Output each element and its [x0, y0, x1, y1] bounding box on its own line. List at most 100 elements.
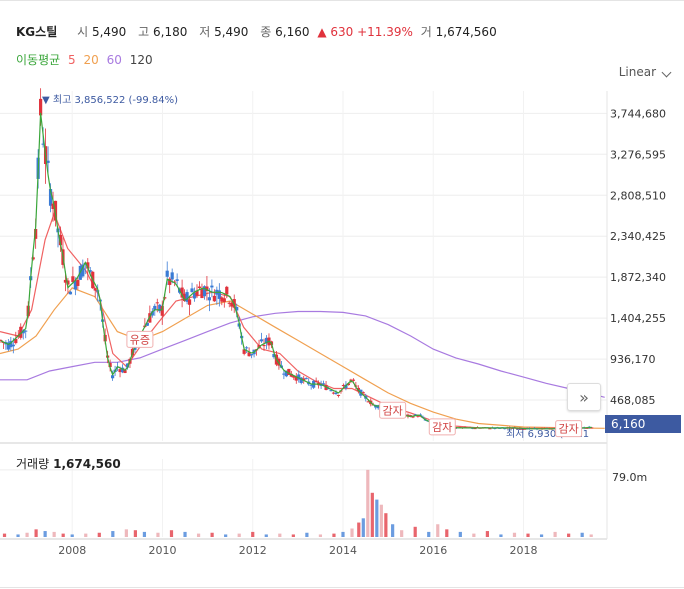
volume-bar [156, 532, 160, 537]
volume-bar [196, 533, 201, 537]
candle-body [287, 368, 291, 375]
volume-bar [580, 532, 584, 537]
volume-bar [526, 533, 530, 537]
y-tick-label: 1,872,340 [610, 271, 666, 284]
candle-body [411, 416, 415, 418]
volume-bar [436, 524, 440, 537]
volume-bar [124, 529, 128, 537]
candle-body [48, 189, 53, 206]
volume-axis-max: 79.0m [612, 471, 647, 484]
moving-average-legend[interactable]: 이동평균 5 20 60 120 [16, 51, 157, 68]
high-annotation: ▼ 최고 3,856,522 (-99.84%) [42, 94, 178, 106]
event-label: 감자 [432, 421, 452, 434]
candle-body [14, 338, 18, 344]
close-label: 종 [260, 25, 272, 39]
candle-body [210, 285, 214, 288]
candle-body [11, 344, 15, 347]
x-tick-label: 2010 [148, 544, 176, 557]
candle-body [93, 288, 97, 291]
candle-body [190, 288, 194, 293]
candle-body [68, 291, 73, 295]
volume-bar [305, 532, 309, 537]
candle-body [21, 330, 25, 334]
close-value: 6,160 [275, 25, 310, 39]
volume-bar [458, 531, 462, 537]
candle-body [488, 428, 492, 430]
ma-60[interactable]: 60 [106, 53, 122, 67]
volume-bar [237, 533, 241, 537]
candle-body [289, 373, 293, 377]
volume-bar [169, 530, 174, 537]
candle-body [120, 367, 125, 373]
candle-body [245, 347, 249, 349]
candle-body [205, 286, 209, 292]
y-tick-label: 2,340,425 [610, 230, 666, 243]
volume-bar [413, 526, 417, 537]
candle-body [220, 297, 224, 302]
volume-bar [499, 534, 503, 537]
candle-body [73, 280, 77, 290]
candle-body [264, 337, 269, 344]
candle-body [294, 376, 298, 381]
candle-body [523, 428, 527, 430]
volume-bar [567, 533, 571, 537]
ma-120[interactable]: 120 [129, 53, 153, 67]
volume-bar [278, 533, 282, 537]
candle-body [185, 292, 189, 302]
volume-bar [472, 533, 476, 537]
candle-body [408, 415, 413, 417]
scale-selector[interactable]: Linear [618, 65, 656, 79]
candle-body [309, 384, 313, 386]
volume-panel-value: 1,674,560 [53, 457, 121, 471]
candle-body [503, 428, 507, 430]
volume-value: 1,674,560 [435, 25, 497, 39]
candle-body [376, 405, 380, 409]
event-label: 감자 [559, 423, 579, 436]
candle-body [250, 354, 254, 356]
volume-label: 거 [420, 25, 432, 39]
candle-body [284, 370, 288, 377]
ma5-line [0, 112, 592, 430]
change-value: 630 [330, 25, 354, 39]
volume-bar [97, 532, 101, 537]
candle-body [302, 378, 306, 381]
double-chevron-right-icon: » [579, 387, 589, 407]
volume-panel-title: 거래량 1,674,560 [16, 455, 121, 472]
volume-bar [133, 530, 137, 537]
candle-body [299, 377, 303, 383]
candle-body [207, 297, 212, 301]
y-tick-label: 3,276,595 [610, 148, 666, 161]
volume-bar [291, 534, 295, 537]
scroll-latest-button[interactable]: » [567, 383, 601, 411]
volume-bar [332, 533, 336, 537]
volume-bar [251, 531, 255, 537]
x-tick-label: 2018 [510, 544, 538, 557]
ma60-line [0, 287, 605, 429]
volume-bar [52, 531, 56, 537]
candle-body [168, 278, 172, 285]
candle-body [170, 272, 174, 280]
volume-bar [370, 492, 374, 537]
candle-body [192, 292, 197, 299]
x-tick-label: 2014 [329, 544, 357, 557]
volume-bar [384, 513, 388, 537]
candle-body [76, 279, 80, 286]
ma20-line [0, 211, 592, 429]
candle-body [217, 290, 221, 299]
candle-body [585, 427, 589, 429]
candle-body [51, 203, 55, 210]
event-label: 유증 [130, 333, 150, 346]
candle-body [351, 379, 355, 381]
candle-body [321, 383, 326, 385]
change-percent: +11.39% [357, 25, 413, 39]
ma-20[interactable]: 20 [83, 53, 99, 67]
ma-5[interactable]: 5 [68, 53, 76, 67]
candle-body [24, 330, 28, 332]
candle-body [46, 160, 50, 163]
candle-body [19, 326, 23, 338]
volume-bar [16, 534, 20, 537]
volume-bar [366, 469, 370, 537]
candle-body [173, 281, 177, 283]
volume-bar [264, 534, 268, 537]
